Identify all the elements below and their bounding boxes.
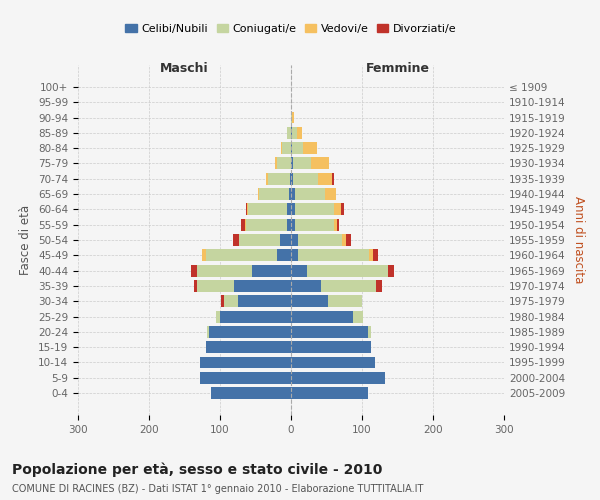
Bar — [325, 188, 336, 200]
Bar — [283, 142, 291, 154]
Text: Maschi: Maschi — [160, 62, 209, 74]
Bar — [291, 387, 368, 399]
Bar — [224, 296, 238, 307]
Bar — [321, 280, 376, 292]
Bar — [197, 280, 234, 292]
Bar — [342, 234, 346, 246]
Bar — [291, 142, 292, 154]
Bar — [291, 296, 328, 307]
Bar — [293, 158, 311, 170]
Bar — [291, 264, 307, 276]
Bar — [291, 127, 292, 139]
Bar — [291, 204, 295, 216]
Bar — [241, 218, 245, 230]
Bar — [291, 356, 375, 368]
Bar — [295, 204, 334, 216]
Bar — [388, 264, 394, 276]
Bar — [341, 204, 344, 216]
Bar — [291, 341, 371, 353]
Bar — [334, 204, 341, 216]
Bar — [298, 250, 369, 262]
Bar — [334, 218, 337, 230]
Bar — [303, 142, 317, 154]
Bar — [287, 127, 291, 139]
Bar — [280, 234, 291, 246]
Bar — [252, 264, 291, 276]
Bar — [209, 326, 291, 338]
Bar — [307, 264, 388, 276]
Bar — [257, 188, 259, 200]
Bar — [277, 250, 291, 262]
Bar — [291, 158, 293, 170]
Bar — [239, 234, 280, 246]
Bar — [234, 280, 291, 292]
Bar — [293, 173, 318, 184]
Bar — [311, 158, 329, 170]
Bar — [353, 310, 364, 322]
Bar — [287, 218, 291, 230]
Bar — [291, 310, 353, 322]
Bar — [373, 250, 379, 262]
Bar — [233, 234, 239, 246]
Bar — [376, 280, 382, 292]
Bar — [281, 142, 283, 154]
Bar — [291, 188, 295, 200]
Bar — [221, 296, 224, 307]
Bar — [277, 158, 291, 170]
Text: Popolazione per età, sesso e stato civile - 2010: Popolazione per età, sesso e stato civil… — [12, 462, 382, 477]
Bar — [290, 173, 291, 184]
Bar — [246, 218, 287, 230]
Bar — [298, 234, 342, 246]
Bar — [245, 218, 246, 230]
Bar — [292, 142, 303, 154]
Legend: Celibi/Nubili, Coniugati/e, Vedovi/e, Divorziati/e: Celibi/Nubili, Coniugati/e, Vedovi/e, Di… — [121, 20, 461, 38]
Y-axis label: Fasce di età: Fasce di età — [19, 205, 32, 275]
Bar — [337, 218, 338, 230]
Bar — [291, 280, 321, 292]
Bar — [202, 250, 206, 262]
Bar — [200, 372, 291, 384]
Bar — [194, 280, 197, 292]
Bar — [217, 310, 220, 322]
Bar — [287, 204, 291, 216]
Bar — [291, 218, 295, 230]
Bar — [220, 310, 291, 322]
Bar — [248, 204, 287, 216]
Bar — [197, 264, 252, 276]
Y-axis label: Anni di nascita: Anni di nascita — [572, 196, 585, 284]
Bar — [318, 173, 332, 184]
Bar — [247, 204, 248, 216]
Bar — [291, 326, 368, 338]
Bar — [289, 188, 291, 200]
Bar — [368, 326, 371, 338]
Bar — [291, 372, 385, 384]
Bar — [328, 296, 362, 307]
Bar — [369, 250, 373, 262]
Bar — [206, 341, 291, 353]
Text: Femmine: Femmine — [365, 62, 430, 74]
Bar — [206, 250, 277, 262]
Bar — [245, 204, 247, 216]
Bar — [292, 112, 294, 124]
Bar — [332, 173, 334, 184]
Bar — [211, 387, 291, 399]
Bar — [346, 234, 352, 246]
Bar — [275, 158, 277, 170]
Bar — [207, 326, 209, 338]
Bar — [191, 264, 197, 276]
Bar — [200, 356, 291, 368]
Bar — [268, 173, 290, 184]
Bar — [291, 234, 298, 246]
Bar — [295, 218, 334, 230]
Bar — [266, 173, 268, 184]
Bar — [295, 188, 325, 200]
Bar — [291, 250, 298, 262]
Bar — [291, 173, 293, 184]
Bar — [259, 188, 289, 200]
Bar — [238, 296, 291, 307]
Bar — [296, 127, 302, 139]
Text: COMUNE DI RACINES (BZ) - Dati ISTAT 1° gennaio 2010 - Elaborazione TUTTITALIA.IT: COMUNE DI RACINES (BZ) - Dati ISTAT 1° g… — [12, 484, 424, 494]
Bar — [292, 127, 296, 139]
Bar — [291, 112, 292, 124]
